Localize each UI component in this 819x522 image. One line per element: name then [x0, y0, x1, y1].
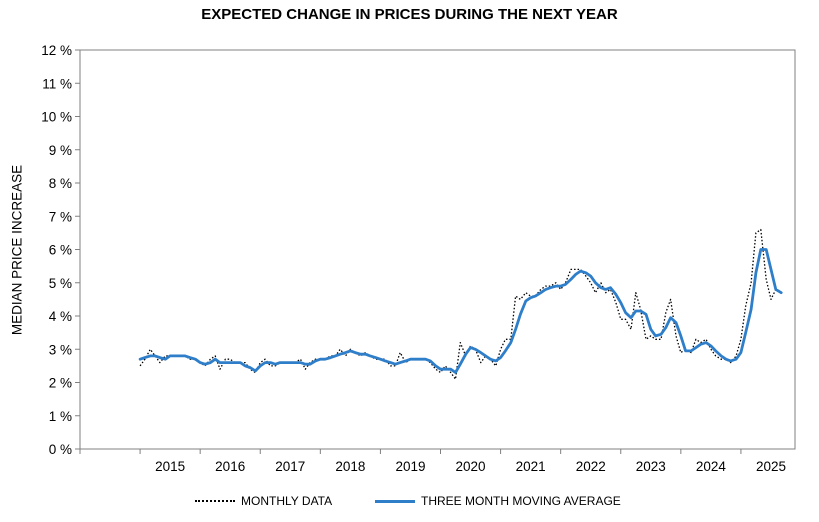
- legend: MONTHLY DATA THREE MONTH MOVING AVERAGE: [0, 494, 819, 516]
- legend-swatch-moving-average: [375, 499, 415, 503]
- y-ticks: 0 % 1 % 2 % 3 % 4 % 5 % 6 % 7 % 8 % 9 % 10 % 11 % 12…: [41, 43, 80, 457]
- x-tick-label: 2025: [756, 459, 786, 474]
- y-tick-label: 3 %: [49, 342, 72, 357]
- y-tick-label: 6 %: [49, 243, 72, 258]
- plot-area: 0 % 1 % 2 % 3 % 4 % 5 % 6 % 7 % 8 % 9 % 10 % 11 % 12…: [41, 43, 796, 474]
- legend-swatch-monthly: [195, 500, 235, 502]
- plot-border: [79, 49, 796, 450]
- series-line-monthly: [139, 228, 782, 380]
- x-tick-label: 2024: [696, 459, 727, 474]
- series-line-moving-average: [138, 248, 783, 374]
- x-tick-label: 2021: [516, 459, 546, 474]
- y-tick-label: 0 %: [49, 442, 72, 457]
- legend-item-monthly: MONTHLY DATA: [195, 494, 332, 508]
- y-tick-label: 1 %: [49, 409, 72, 424]
- series-layer: [138, 228, 783, 380]
- x-tick-label: 2020: [456, 459, 486, 474]
- y-tick-label: 7 %: [49, 209, 72, 224]
- x-tick-label: 2018: [335, 459, 365, 474]
- x-tick-label: 2023: [636, 459, 666, 474]
- y-tick-label: 9 %: [49, 143, 72, 158]
- x-tick-label: 2015: [155, 459, 185, 474]
- x-tick-label: 2016: [215, 459, 245, 474]
- legend-label-monthly: MONTHLY DATA: [241, 494, 333, 508]
- x-tick-label: 2022: [576, 459, 606, 474]
- legend-item-moving-average: THREE MONTH MOVING AVERAGE: [375, 494, 621, 508]
- y-tick-label: 10 %: [41, 110, 72, 125]
- y-tick-label: 8 %: [49, 176, 72, 191]
- y-tick-label: 12 %: [41, 43, 72, 58]
- x-ticks: 2015 2016 2017 2018 2019 2020 2021 2022 2023 2024…: [79, 449, 786, 474]
- legend-label-moving-average: THREE MONTH MOVING AVERAGE: [421, 494, 621, 508]
- x-tick-label: 2017: [275, 459, 305, 474]
- y-tick-label: 5 %: [49, 276, 72, 291]
- chart-title: EXPECTED CHANGE IN PRICES DURING THE NEX…: [201, 6, 618, 23]
- y-tick-label: 11 %: [42, 76, 72, 91]
- x-tick-label: 2019: [395, 459, 425, 474]
- axes: [79, 49, 796, 450]
- y-tick-label: 4 %: [49, 309, 72, 324]
- y-tick-label: 2 %: [49, 376, 72, 391]
